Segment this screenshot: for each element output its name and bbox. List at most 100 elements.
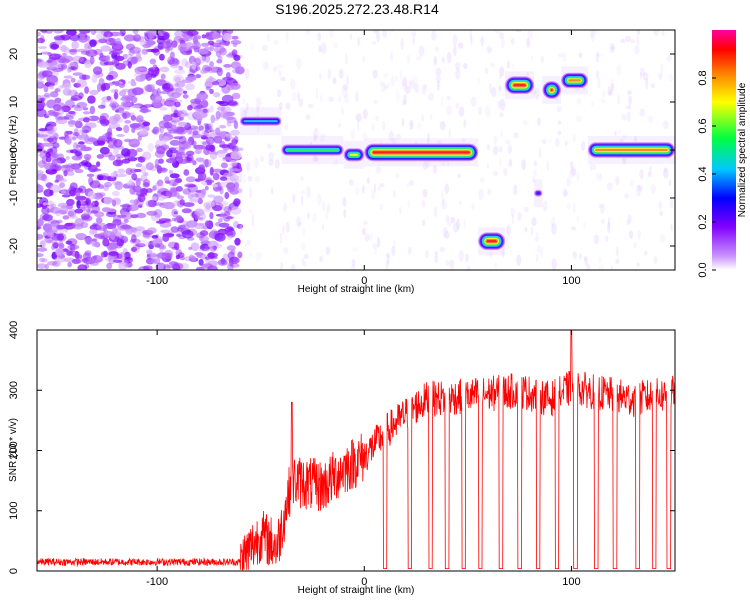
noise-blob (601, 98, 606, 104)
noise-blob (268, 159, 274, 166)
noise-blob (617, 93, 620, 105)
noise-blob (571, 168, 577, 176)
noise-blob (193, 110, 205, 119)
noise-blob (189, 198, 201, 203)
noise-blob (138, 119, 148, 128)
noise-blob (463, 118, 467, 128)
noise-blob (412, 36, 415, 45)
noise-blob (409, 80, 415, 90)
noise-blob (183, 202, 195, 208)
noise-blob (362, 132, 368, 141)
noise-blob (113, 139, 123, 148)
noise-blob (444, 230, 450, 240)
noise-blob (236, 223, 244, 229)
noise-blob (198, 164, 205, 172)
noise-blob (91, 238, 98, 242)
noise-blob (346, 75, 349, 85)
noise-blob (634, 135, 638, 144)
noise-blob (357, 36, 360, 47)
noise-blob (141, 48, 149, 55)
noise-blob (181, 50, 191, 56)
noise-blob (280, 77, 286, 82)
noise-blob (41, 142, 53, 147)
noise-blob (425, 249, 429, 259)
noise-blob (170, 149, 179, 154)
noise-blob (183, 35, 193, 42)
noise-blob (539, 147, 541, 159)
noise-blob (92, 241, 100, 247)
noise-blob (256, 106, 260, 114)
noise-blob (280, 261, 283, 270)
noise-blob (37, 253, 44, 258)
noise-blob (583, 221, 586, 229)
noise-blob (499, 98, 506, 111)
noise-blob (581, 140, 586, 152)
noise-blob (203, 201, 216, 208)
noise-blob (144, 84, 155, 93)
noise-blob (204, 125, 213, 134)
y-tick-label: 0 (8, 568, 20, 574)
noise-blob (326, 203, 331, 213)
signal-halo (281, 136, 344, 164)
noise-blob (115, 173, 127, 178)
noise-blob (231, 137, 237, 147)
noise-blob (449, 259, 455, 270)
noise-blob (127, 157, 138, 162)
noise-blob (307, 212, 310, 220)
noise-blob (313, 127, 319, 140)
noise-blob (93, 140, 101, 147)
noise-blob (218, 201, 229, 207)
noise-blob (140, 188, 149, 195)
noise-blob (230, 82, 241, 90)
noise-blob (121, 95, 134, 100)
noise-blob (77, 134, 87, 141)
noise-blob (84, 263, 90, 269)
signal-band (349, 153, 359, 156)
noise-blob (135, 117, 142, 123)
noise-blob (470, 34, 473, 46)
noise-blob (130, 56, 138, 64)
noise-blob (221, 84, 231, 94)
noise-blob (584, 256, 588, 266)
noise-blob (39, 240, 46, 249)
noise-blob (209, 166, 214, 176)
noise-blob (417, 122, 421, 131)
noise-blob (550, 216, 556, 229)
noise-blob (565, 140, 568, 146)
noise-blob (362, 228, 366, 236)
noise-blob (118, 33, 123, 37)
noise-blob (370, 190, 376, 200)
y-tick-label: 10 (8, 96, 20, 108)
noise-blob (90, 30, 97, 36)
noise-blob (190, 255, 197, 262)
noise-blob (650, 83, 656, 89)
noise-blob (171, 208, 179, 218)
noise-blob (84, 122, 97, 129)
noise-blob (192, 130, 199, 136)
noise-blob (377, 186, 382, 191)
noise-blob (60, 45, 67, 53)
noise-blob (620, 38, 626, 44)
noise-blob (447, 221, 452, 227)
noise-blob (91, 74, 98, 84)
noise-blob (75, 120, 80, 128)
noise-blob (75, 189, 81, 198)
noise-blob (140, 174, 148, 182)
noise-blob (135, 243, 146, 248)
noise-blob (616, 64, 622, 76)
noise-blob (155, 262, 166, 270)
noise-blob (649, 165, 652, 173)
noise-blob (105, 55, 111, 62)
noise-blob (598, 257, 602, 264)
noise-blob (515, 30, 522, 33)
noise-blob (230, 61, 241, 70)
noise-blob (103, 196, 113, 205)
noise-blob (172, 160, 180, 168)
noise-blob (213, 202, 224, 212)
noise-blob (328, 96, 335, 103)
noise-blob (108, 251, 119, 256)
noise-blob (453, 45, 457, 57)
noise-blob (77, 264, 88, 270)
noise-blob (446, 160, 450, 167)
noise-blob (658, 201, 663, 210)
